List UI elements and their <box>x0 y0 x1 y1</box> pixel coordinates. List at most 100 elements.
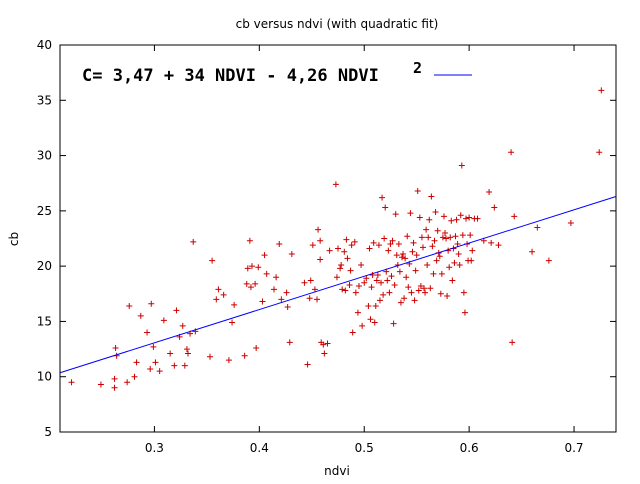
data-point <box>529 248 536 255</box>
data-point <box>598 87 605 94</box>
data-point <box>213 296 220 303</box>
x-tick-label: 0.7 <box>564 441 583 455</box>
data-point <box>338 262 345 269</box>
data-point <box>231 301 238 308</box>
data-point <box>276 241 283 248</box>
data-point <box>567 220 574 227</box>
data-point <box>97 381 104 388</box>
data-point <box>248 263 255 270</box>
fit-line <box>59 196 617 374</box>
data-point <box>421 285 428 292</box>
data-point <box>511 213 518 220</box>
data-point <box>495 242 502 249</box>
data-point <box>486 189 493 196</box>
data-point <box>225 357 232 364</box>
data-point <box>469 247 476 254</box>
data-point <box>311 286 318 293</box>
legend: C= 3,47 + 34 NDVI - 4,26 NDVI 2 <box>82 59 472 86</box>
data-point <box>596 149 603 156</box>
data-point <box>244 265 251 272</box>
data-point <box>415 287 422 294</box>
data-point <box>171 362 178 369</box>
data-point <box>488 239 495 246</box>
data-point <box>545 257 552 264</box>
data-point <box>183 346 190 353</box>
data-point <box>241 352 248 359</box>
data-point <box>283 289 290 296</box>
data-point <box>414 187 421 194</box>
data-point <box>144 329 151 336</box>
data-point <box>422 289 429 296</box>
data-point <box>347 267 354 274</box>
y-tick-label: 20 <box>37 259 52 273</box>
data-point <box>419 244 426 251</box>
data-point <box>402 255 409 262</box>
data-point <box>243 280 250 287</box>
data-point <box>332 181 339 188</box>
data-point <box>456 262 463 269</box>
x-tick-label: 0.5 <box>355 441 374 455</box>
data-point <box>363 275 370 282</box>
data-point <box>370 239 377 246</box>
y-tick-label: 15 <box>37 314 52 328</box>
x-axis-label: ndvi <box>324 464 350 478</box>
y-tick-label: 30 <box>37 149 52 163</box>
data-point <box>508 149 515 156</box>
y-tick-label: 5 <box>44 425 52 439</box>
data-point <box>252 280 259 287</box>
data-point <box>378 279 385 286</box>
data-point <box>68 379 75 386</box>
data-point <box>413 252 420 259</box>
data-point <box>376 297 383 304</box>
data-point <box>374 271 381 278</box>
data-point <box>112 344 119 351</box>
data-point <box>229 319 236 326</box>
data-point <box>372 302 379 309</box>
data-point <box>454 241 461 248</box>
data-point <box>405 284 412 291</box>
data-point <box>352 289 359 296</box>
data-point <box>373 277 380 284</box>
data-point <box>460 289 467 296</box>
data-point <box>148 300 155 307</box>
data-point <box>408 289 415 296</box>
data-point <box>286 339 293 346</box>
x-tick-label: 0.6 <box>460 441 479 455</box>
data-point <box>335 245 341 252</box>
data-point <box>215 286 222 293</box>
data-point <box>442 229 449 236</box>
data-point <box>457 212 464 219</box>
data-point <box>389 237 396 244</box>
data-point <box>509 339 516 346</box>
data-point <box>379 194 386 201</box>
data-point <box>261 252 268 259</box>
data-point <box>284 304 291 311</box>
data-point <box>309 242 316 249</box>
data-point <box>439 234 446 241</box>
legend-label: C= 3,47 + 34 NDVI - 4,26 NDVI <box>82 66 379 86</box>
data-point <box>412 267 419 274</box>
data-point <box>462 215 469 222</box>
data-points <box>68 87 605 391</box>
data-point <box>429 243 436 250</box>
x-tick-label: 0.3 <box>145 441 164 455</box>
data-point <box>351 238 358 245</box>
data-point <box>365 302 372 309</box>
data-point <box>423 226 430 233</box>
data-point <box>152 359 159 366</box>
data-point <box>446 264 453 271</box>
data-point <box>436 253 443 260</box>
data-point <box>392 211 399 218</box>
data-point <box>181 362 188 369</box>
data-point <box>150 343 157 350</box>
data-point <box>430 270 437 277</box>
data-point <box>371 319 378 326</box>
data-point <box>393 252 400 259</box>
data-point <box>388 273 395 280</box>
data-point <box>271 286 278 293</box>
data-point <box>246 237 253 244</box>
data-point <box>491 204 498 211</box>
data-point <box>438 270 445 277</box>
data-point <box>320 341 327 348</box>
data-point <box>173 307 180 314</box>
